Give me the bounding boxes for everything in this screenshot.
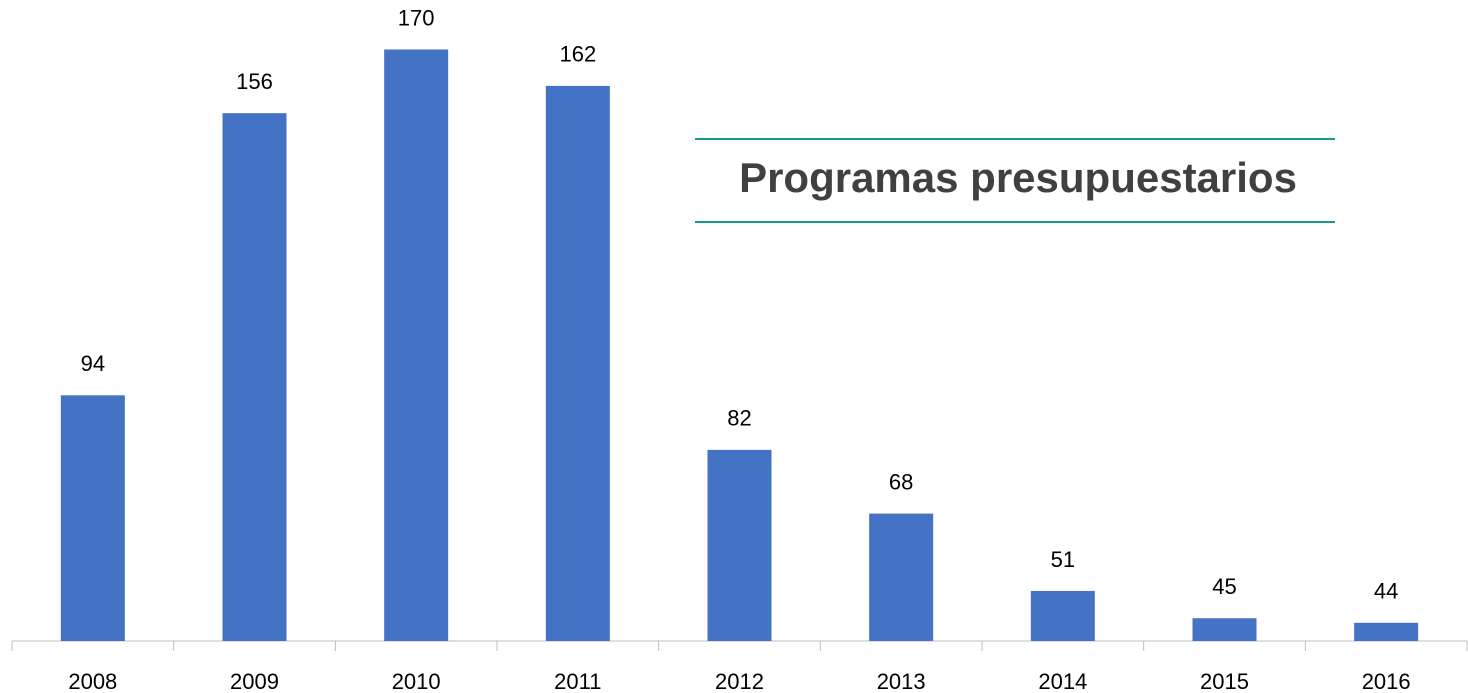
value-label: 45	[1212, 574, 1236, 599]
x-tick-label: 2015	[1200, 669, 1249, 693]
x-tick-label: 2010	[392, 669, 441, 693]
bar	[60, 395, 125, 641]
bar	[222, 113, 287, 641]
value-label: 170	[398, 5, 435, 30]
x-tick-label: 2011	[554, 669, 601, 693]
bar	[384, 49, 449, 641]
bar	[1354, 622, 1419, 641]
chart-title: Programas presupuestarios	[739, 154, 1297, 201]
value-label: 162	[559, 42, 596, 67]
x-tick-label: 2013	[877, 669, 926, 693]
bar	[545, 85, 610, 641]
bar	[1030, 590, 1095, 641]
bar	[869, 513, 934, 641]
x-tick-label: 2016	[1362, 669, 1411, 693]
x-tick-label: 2012	[715, 669, 764, 693]
x-tick-label: 2009	[230, 669, 279, 693]
x-tick-label: 2008	[68, 669, 117, 693]
value-label: 51	[1051, 547, 1075, 572]
value-label: 82	[727, 406, 751, 431]
bar	[1192, 618, 1257, 641]
value-label: 156	[236, 69, 273, 94]
x-tick-label: 2014	[1038, 669, 1087, 693]
value-label: 44	[1374, 579, 1398, 604]
value-label: 94	[81, 351, 105, 376]
value-label: 68	[889, 469, 913, 494]
bar	[707, 449, 772, 641]
